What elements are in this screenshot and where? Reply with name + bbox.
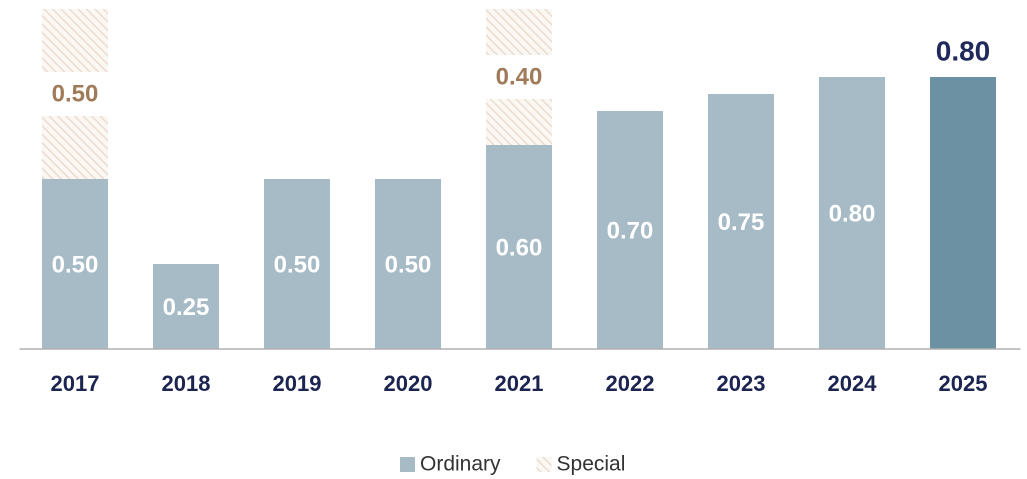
legend-label: Ordinary bbox=[420, 453, 501, 476]
x-tick-label: 2020 bbox=[384, 371, 433, 396]
legend-label: Special bbox=[557, 453, 626, 476]
label-backdrop bbox=[485, 55, 553, 99]
bar bbox=[597, 111, 663, 349]
bar-label: 0.50 bbox=[274, 251, 321, 278]
bar-label: 0.60 bbox=[496, 234, 543, 261]
x-tick-label: 2025 bbox=[939, 371, 988, 396]
x-tick-label: 2023 bbox=[717, 371, 766, 396]
bar-label: 0.70 bbox=[607, 217, 654, 244]
legend-swatch bbox=[400, 457, 415, 472]
label-backdrop bbox=[41, 72, 109, 116]
x-tick-label: 2022 bbox=[606, 371, 655, 396]
bar-label: 0.80 bbox=[936, 35, 991, 66]
bar bbox=[819, 77, 885, 349]
bar-label: 0.50 bbox=[52, 251, 99, 278]
bar-label: 0.50 bbox=[385, 251, 432, 278]
x-tick-label: 2017 bbox=[51, 371, 100, 396]
bar-label: 0.25 bbox=[163, 294, 210, 321]
bar bbox=[153, 264, 219, 349]
bar bbox=[375, 179, 441, 349]
bar bbox=[264, 179, 330, 349]
bar bbox=[930, 77, 996, 349]
x-tick-label: 2024 bbox=[828, 371, 878, 396]
legend-swatch bbox=[536, 457, 552, 472]
bar-label: 0.40 bbox=[496, 63, 543, 90]
x-tick-label: 2019 bbox=[273, 371, 322, 396]
bar-label: 0.75 bbox=[718, 209, 765, 236]
bar bbox=[486, 145, 552, 349]
bar bbox=[708, 94, 774, 349]
x-tick-label: 2018 bbox=[162, 371, 211, 396]
x-tick-label: 2021 bbox=[495, 371, 544, 396]
bar-label: 0.80 bbox=[829, 200, 876, 227]
bar-label: 0.50 bbox=[52, 80, 99, 107]
bar bbox=[42, 179, 108, 349]
